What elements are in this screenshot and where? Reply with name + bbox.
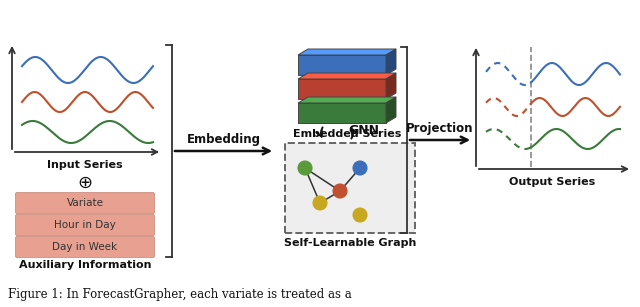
Text: ⊕: ⊕ (77, 174, 93, 192)
Polygon shape (386, 97, 396, 123)
FancyBboxPatch shape (15, 215, 154, 235)
Polygon shape (298, 55, 386, 75)
Polygon shape (298, 49, 396, 55)
Circle shape (313, 196, 327, 210)
FancyBboxPatch shape (15, 192, 154, 213)
Circle shape (353, 161, 367, 175)
Circle shape (333, 184, 347, 198)
Polygon shape (298, 97, 396, 103)
Text: Variate: Variate (67, 198, 104, 208)
FancyBboxPatch shape (285, 143, 415, 233)
Circle shape (298, 161, 312, 175)
Text: Hour in Day: Hour in Day (54, 220, 116, 230)
Text: Auxiliary Information: Auxiliary Information (19, 260, 151, 270)
Polygon shape (298, 103, 386, 123)
Text: GNN: GNN (349, 125, 380, 138)
Circle shape (353, 208, 367, 222)
Text: Output Series: Output Series (509, 177, 595, 187)
Text: Input Series: Input Series (47, 160, 123, 170)
Text: Embedding: Embedding (186, 133, 260, 146)
Polygon shape (298, 79, 386, 99)
Text: Embedded Series: Embedded Series (293, 129, 401, 139)
FancyBboxPatch shape (15, 236, 154, 258)
Polygon shape (386, 49, 396, 75)
Text: Figure 1: In ForecastGrapher, each variate is treated as a: Figure 1: In ForecastGrapher, each varia… (8, 288, 352, 301)
Text: Projection: Projection (406, 122, 474, 135)
Polygon shape (386, 73, 396, 99)
Text: Self-Learnable Graph: Self-Learnable Graph (284, 238, 416, 248)
Polygon shape (298, 73, 396, 79)
Text: Day in Week: Day in Week (52, 242, 118, 252)
